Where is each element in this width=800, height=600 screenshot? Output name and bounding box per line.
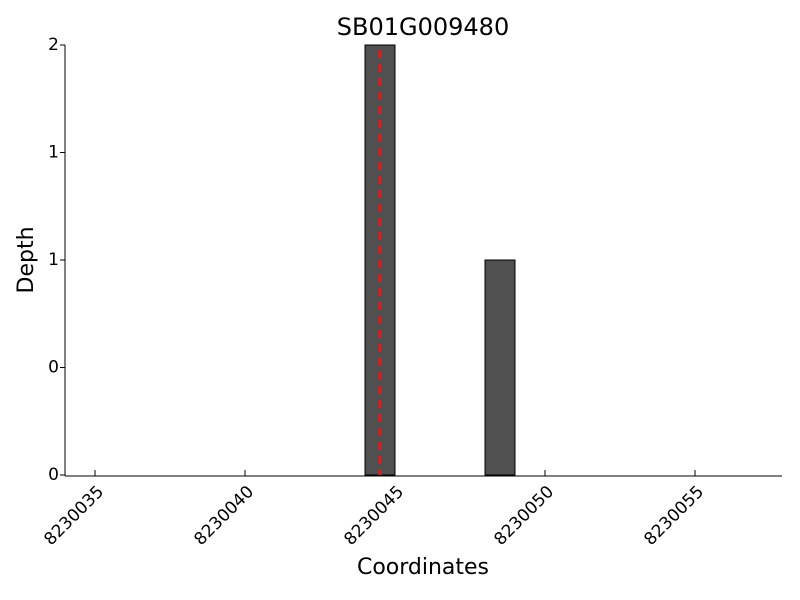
y-tick-label: 1 [48, 143, 59, 163]
x-tick-label: 8230040 [190, 482, 258, 550]
chart-title: SB01G009480 [337, 13, 509, 41]
bar [484, 259, 516, 476]
y-axis-label: Depth [14, 226, 39, 293]
x-tick-label: 8230055 [640, 482, 708, 550]
y-tick-label: 0 [48, 465, 59, 485]
x-tick-label: 8230045 [340, 482, 408, 550]
x-axis-label: Coordinates [357, 555, 489, 580]
y-tick-label: 1 [48, 250, 59, 270]
x-tick-label: 8230050 [490, 482, 558, 550]
y-tick-label: 0 [48, 358, 59, 378]
y-tick-label: 2 [48, 35, 59, 55]
x-tick-label: 8230035 [40, 482, 108, 550]
